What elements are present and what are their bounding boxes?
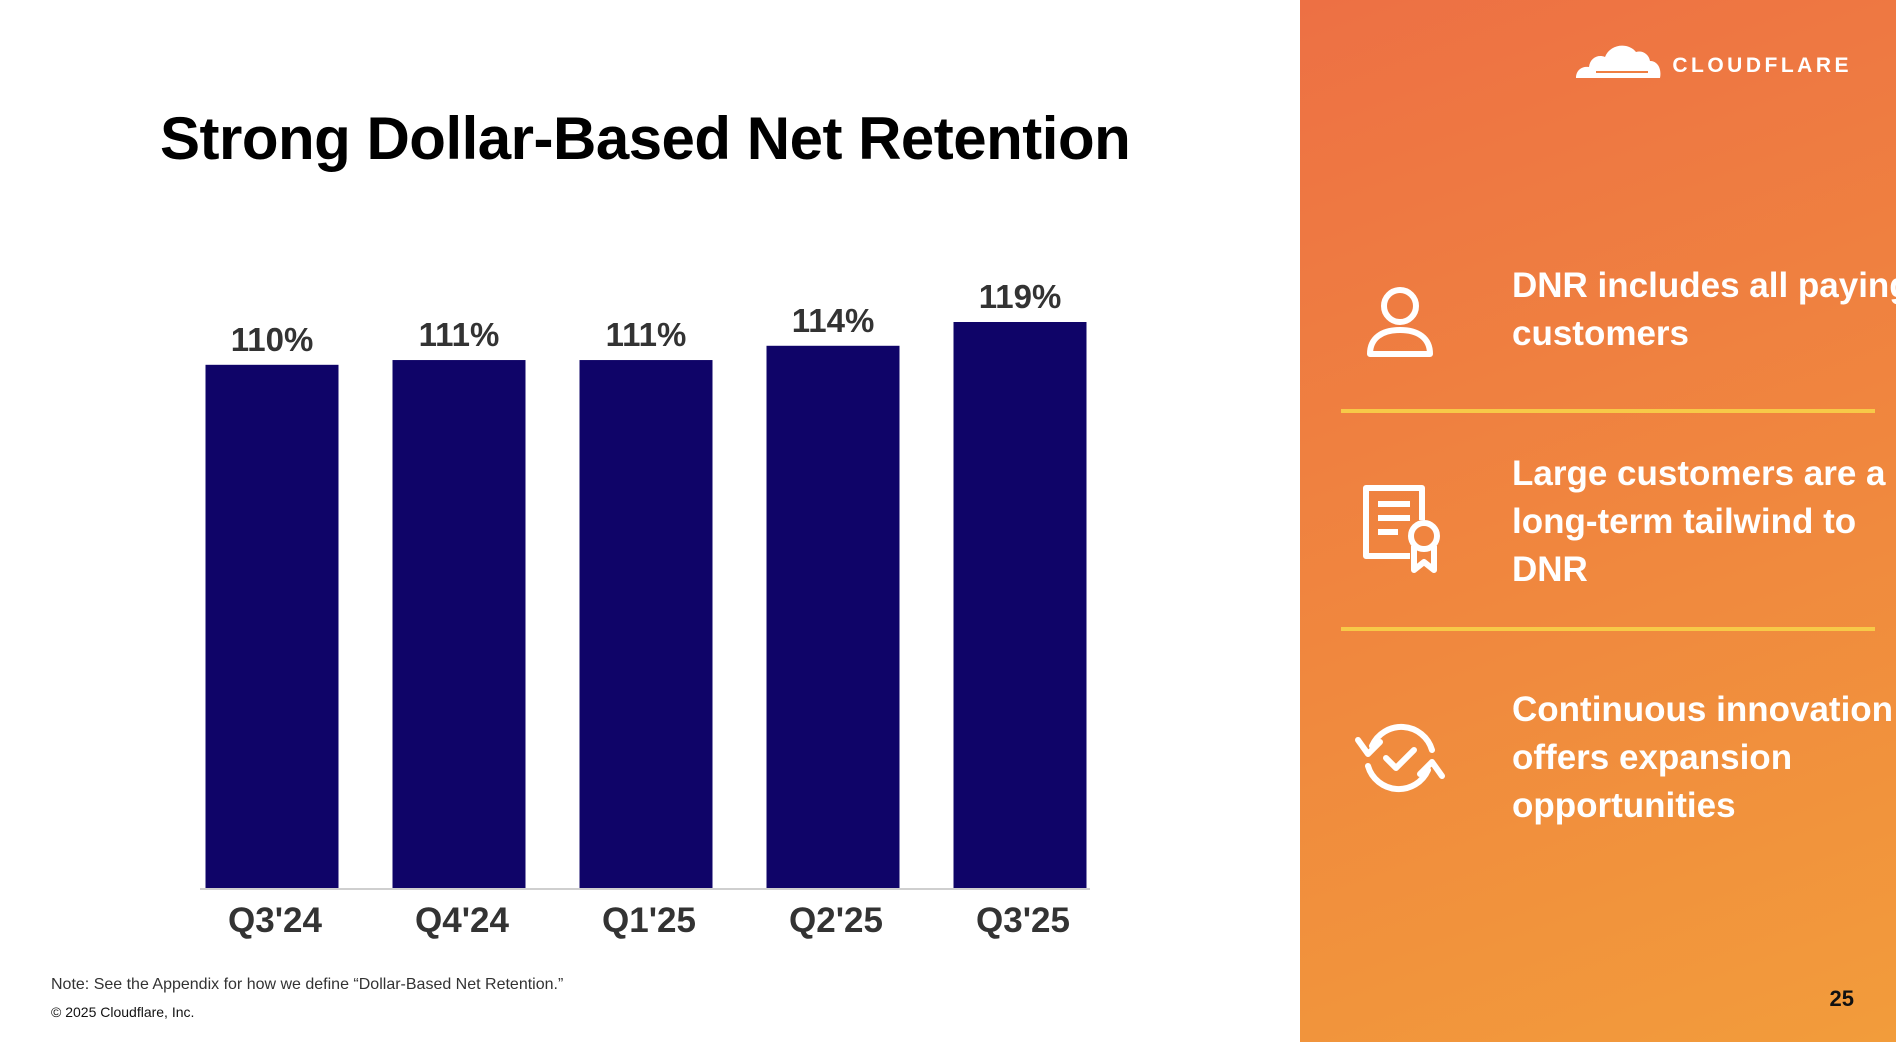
x-tick-label: Q1'25	[602, 901, 696, 940]
page-title: Strong Dollar-Based Net Retention	[160, 105, 1131, 172]
feature-item: Large customers are a long-term tailwind…	[1340, 450, 1886, 590]
data-label: 111%	[606, 316, 687, 353]
page-number: 25	[1829, 986, 1854, 1011]
bar-Q4'24	[392, 360, 526, 888]
divider	[1341, 627, 1875, 631]
data-label: 114%	[792, 302, 875, 339]
bar-Q3'24	[205, 364, 339, 888]
bar-Q2'25	[766, 345, 900, 889]
data-label: 119%	[979, 278, 1062, 315]
feature-item: Continuous innovation offers expansion o…	[1340, 686, 1893, 826]
feature-text: Continuous innovation offers expansion o…	[1512, 690, 1894, 825]
data-label: 111%	[419, 316, 500, 353]
bar-Q1'25	[579, 360, 713, 888]
footnote: Note: See the Appendix for how we define…	[51, 976, 564, 993]
refresh-check-icon	[1355, 723, 1445, 793]
feature-text: DNR includes all paying customers	[1512, 266, 1896, 353]
x-tick-label: Q3'24	[228, 901, 322, 940]
cloud-icon	[1576, 45, 1661, 78]
logo-wordmark: CLOUDFLARE	[1672, 54, 1852, 77]
x-tick-label: Q2'25	[789, 901, 883, 940]
data-label: 110%	[231, 321, 314, 358]
divider	[1341, 409, 1875, 413]
dnr-bar-chart: 110% Q3'24 111% Q4'24 111% Q1'25 114% Q2'25 119%…	[200, 278, 1090, 940]
certificate-icon	[1363, 485, 1440, 573]
x-tick-label: Q3'25	[976, 901, 1070, 940]
copyright: © 2025 Cloudflare, Inc.	[51, 1004, 195, 1020]
feature-text: Large customers are a long-term tailwind…	[1512, 454, 1886, 589]
bar-Q3'25	[953, 322, 1087, 888]
feature-item: DNR includes all paying customers	[1340, 262, 1896, 362]
person-icon	[1367, 287, 1433, 357]
x-tick-label: Q4'24	[415, 901, 509, 940]
highlights-panel: CLOUDFLARE DNR includes all paying custo…	[1300, 0, 1896, 1042]
cloudflare-logo: CLOUDFLARE	[1570, 38, 1852, 82]
